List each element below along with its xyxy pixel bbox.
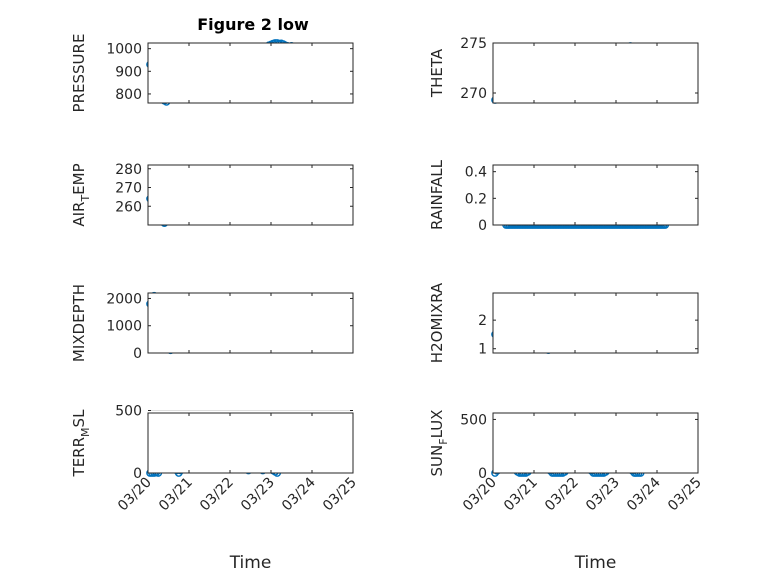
y-axis-label: SUNFLUX — [428, 410, 450, 477]
y-axis-label: RAINFALL — [428, 159, 446, 230]
y-tick-label: 260 — [115, 199, 142, 215]
y-tick-label: 1000 — [106, 42, 142, 58]
subplot-h2omixra: 1 2 H2OMIXRA — [428, 282, 699, 363]
x-tick-label: 03/25 — [665, 475, 705, 515]
figure-title: Figure 2 low — [197, 15, 309, 34]
x-tick-label: 03/25 — [320, 475, 360, 515]
y-axis-label: MIXDEPTH — [70, 284, 88, 362]
subplot-mixdepth: 0 1000 2000 MIXDEPTH — [70, 284, 354, 362]
x-tick-label: 03/22 — [197, 475, 237, 515]
x-tick-label: 03/24 — [279, 474, 319, 514]
axes-frame — [147, 292, 354, 354]
x-axis-label: Time — [229, 553, 272, 573]
y-axis-label: H2OMIXRA — [428, 282, 446, 363]
subplot-rainfall: 0 0.2 0.4 RAINFALL — [428, 159, 699, 234]
axes-frame — [147, 164, 354, 226]
y-tick-label: 500 — [115, 404, 142, 420]
y-tick-label: 800 — [115, 87, 142, 103]
y-axis-label: THETA — [428, 48, 446, 98]
y-tick-label: 0 — [478, 218, 487, 234]
axes-frame — [492, 164, 699, 226]
x-tick-label: 03/23 — [238, 475, 278, 515]
y-tick-label: 0.2 — [465, 191, 487, 207]
x-tick-label: 03/22 — [542, 475, 582, 515]
y-tick-label: 900 — [115, 64, 142, 80]
y-tick-label: 0 — [133, 466, 142, 482]
x-tick-label: 03/23 — [583, 475, 623, 515]
y-tick-label: 270 — [460, 86, 487, 102]
axes-frame — [147, 412, 354, 474]
y-axis-label: TERRMSL — [70, 409, 92, 478]
y-tick-label: 0 — [133, 346, 142, 362]
y-tick-label: 1000 — [106, 319, 142, 335]
y-axis-label: PRESSURE — [70, 34, 88, 113]
x-tick-label: 03/24 — [624, 474, 664, 514]
y-tick-label: 2000 — [106, 291, 142, 307]
y-tick-label: 0.4 — [465, 165, 487, 181]
x-tick-label: 03/21 — [156, 475, 196, 515]
subplot-pressure: 800 900 1000 PRESSURE — [70, 34, 354, 113]
y-axis-label: AIRTEMP — [70, 163, 92, 226]
y-tick-label: 1 — [478, 342, 487, 358]
x-axis-label: Time — [574, 553, 617, 573]
y-tick-label: 2 — [478, 313, 487, 329]
subplot-theta: 270 275 THETA — [428, 36, 699, 104]
y-tick-label: 275 — [460, 36, 487, 52]
y-tick-label: 280 — [115, 162, 142, 178]
axes-frame — [492, 292, 699, 354]
x-tick-label: 03/21 — [501, 475, 541, 515]
y-tick-label: 270 — [115, 181, 142, 197]
subplot-air-temp: 260 270 280 AIRTEMP — [70, 162, 354, 228]
y-tick-label: 0 — [478, 466, 487, 482]
axes-frame — [147, 42, 354, 104]
y-tick-label: 500 — [460, 412, 487, 428]
axes-frame — [492, 42, 699, 104]
axes-frame — [492, 412, 699, 474]
